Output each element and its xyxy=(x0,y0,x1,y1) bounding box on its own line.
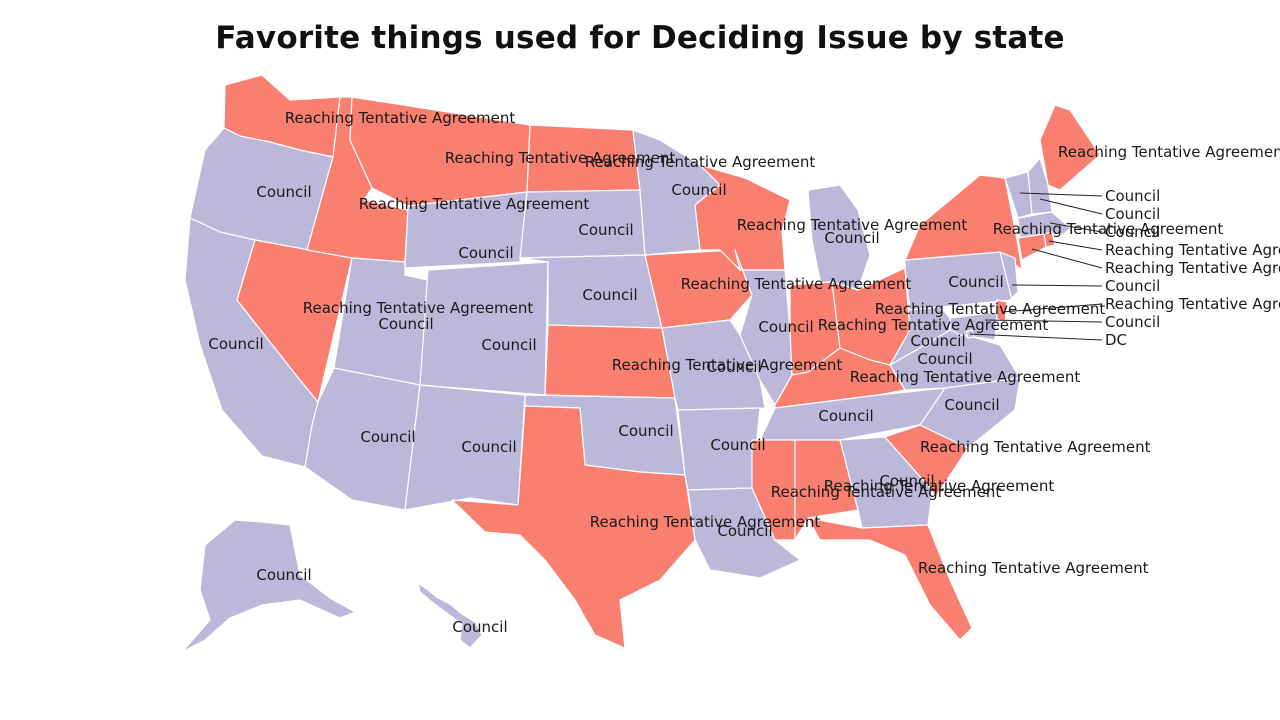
state-label-ri: Reaching Tentative Agreement xyxy=(1105,241,1280,259)
state-label-ky: Reaching Tentative Agreement xyxy=(850,368,1081,386)
state-label-ar: Council xyxy=(710,436,765,454)
state-tx xyxy=(451,405,696,649)
leader-line-vt xyxy=(1019,192,1103,197)
state-al xyxy=(794,439,859,541)
state-label-wy: Council xyxy=(458,244,513,262)
state-label-va: Council xyxy=(917,350,972,368)
state-label-ca: Council xyxy=(208,335,263,353)
state-label-ma: Council xyxy=(1105,223,1160,241)
state-md xyxy=(949,311,998,341)
state-label-dc: DC xyxy=(1105,331,1127,349)
state-label-mi: Council xyxy=(824,229,879,247)
state-label-ok: Council xyxy=(618,422,673,440)
state-label-ct: Reaching Tentative Agreement xyxy=(1105,259,1280,277)
state-label-fl: Reaching Tentative Agreement xyxy=(918,559,1149,577)
state-label-il: Council xyxy=(758,318,813,336)
state-label-ut: Council xyxy=(378,315,433,333)
leader-line-md xyxy=(984,319,1103,323)
state-shapes xyxy=(181,74,1101,653)
state-sc xyxy=(884,424,969,499)
state-label-me: Reaching Tentative Agreement xyxy=(1058,143,1280,161)
state-label-mn: Council xyxy=(671,181,726,199)
leader-line-de xyxy=(1001,303,1103,313)
state-label-nh: Council xyxy=(1105,205,1160,223)
state-labels: Reaching Tentative AgreementCouncilCounc… xyxy=(208,109,1280,636)
leader-line-ct xyxy=(1031,248,1103,269)
leader-line-dc xyxy=(969,333,1103,341)
state-label-mo: Council xyxy=(706,358,761,376)
state-label-sc: Reaching Tentative Agreement xyxy=(920,438,1151,456)
state-ms xyxy=(751,439,796,541)
state-label-la: Council xyxy=(717,522,772,540)
leader-lines xyxy=(969,192,1103,341)
leader-line-ri xyxy=(1048,240,1103,251)
state-ma xyxy=(1017,211,1071,239)
state-label-al: Reaching Tentative Agreement xyxy=(824,477,1055,495)
state-label-tn: Council xyxy=(818,407,873,425)
state-label-ga: Council xyxy=(879,472,934,490)
state-label-nc: Council xyxy=(944,396,999,414)
state-label-ks: Reaching Tentative Agreement xyxy=(612,356,843,374)
state-mo xyxy=(661,319,766,411)
state-co xyxy=(419,261,549,396)
state-label-wa: Reaching Tentative Agreement xyxy=(285,109,516,127)
state-label-or: Council xyxy=(256,183,311,201)
state-hi xyxy=(417,582,483,649)
state-wy xyxy=(404,191,528,269)
state-label-ne: Council xyxy=(582,286,637,304)
state-label-ms: Reaching Tentative Agreement xyxy=(771,483,1002,501)
state-label-de: Reaching Tentative Agreement xyxy=(1105,295,1280,313)
state-label-oh: Reaching Tentative Agreement xyxy=(875,300,1106,318)
state-ak xyxy=(181,519,356,653)
state-ny xyxy=(904,174,1023,271)
state-ct xyxy=(1017,233,1047,261)
state-label-co: Council xyxy=(481,336,536,354)
state-label-hi: Council xyxy=(452,618,507,636)
state-label-ia: Reaching Tentative Agreement xyxy=(681,275,912,293)
map-title: Favorite things used for Deciding Issue … xyxy=(215,20,1065,56)
state-il xyxy=(734,249,793,406)
state-label-id: Reaching Tentative Agreement xyxy=(359,195,590,213)
state-fl xyxy=(807,517,973,641)
leader-line-nj xyxy=(1011,284,1103,287)
state-label-mt: Reaching Tentative Agreement xyxy=(445,149,676,167)
leader-line-nh xyxy=(1039,198,1103,215)
state-nc xyxy=(919,377,1021,449)
state-label-tx: Reaching Tentative Agreement xyxy=(590,513,821,531)
state-label-wv: Council xyxy=(910,332,965,350)
state-mi xyxy=(807,184,871,291)
state-label-sd: Council xyxy=(578,221,633,239)
state-label-ny: Reaching Tentative Agreement xyxy=(993,220,1224,238)
leader-line-ma xyxy=(1049,222,1103,233)
state-label-in: Reaching Tentative Agreement xyxy=(818,316,1049,334)
state-label-nj: Council xyxy=(1105,277,1160,295)
state-label-ak: Council xyxy=(256,566,311,584)
state-label-vt: Council xyxy=(1105,187,1160,205)
state-label-nv: Reaching Tentative Agreement xyxy=(303,299,534,317)
state-label-md: Council xyxy=(1105,313,1160,331)
state-nm xyxy=(404,384,526,511)
state-nj xyxy=(999,251,1019,306)
state-label-wi: Reaching Tentative Agreement xyxy=(737,216,968,234)
state-label-az: Council xyxy=(360,428,415,446)
state-label-nd: Reaching Tentative Agreement xyxy=(585,153,816,171)
state-label-pa: Council xyxy=(948,273,1003,291)
state-label-nm: Council xyxy=(461,438,516,456)
